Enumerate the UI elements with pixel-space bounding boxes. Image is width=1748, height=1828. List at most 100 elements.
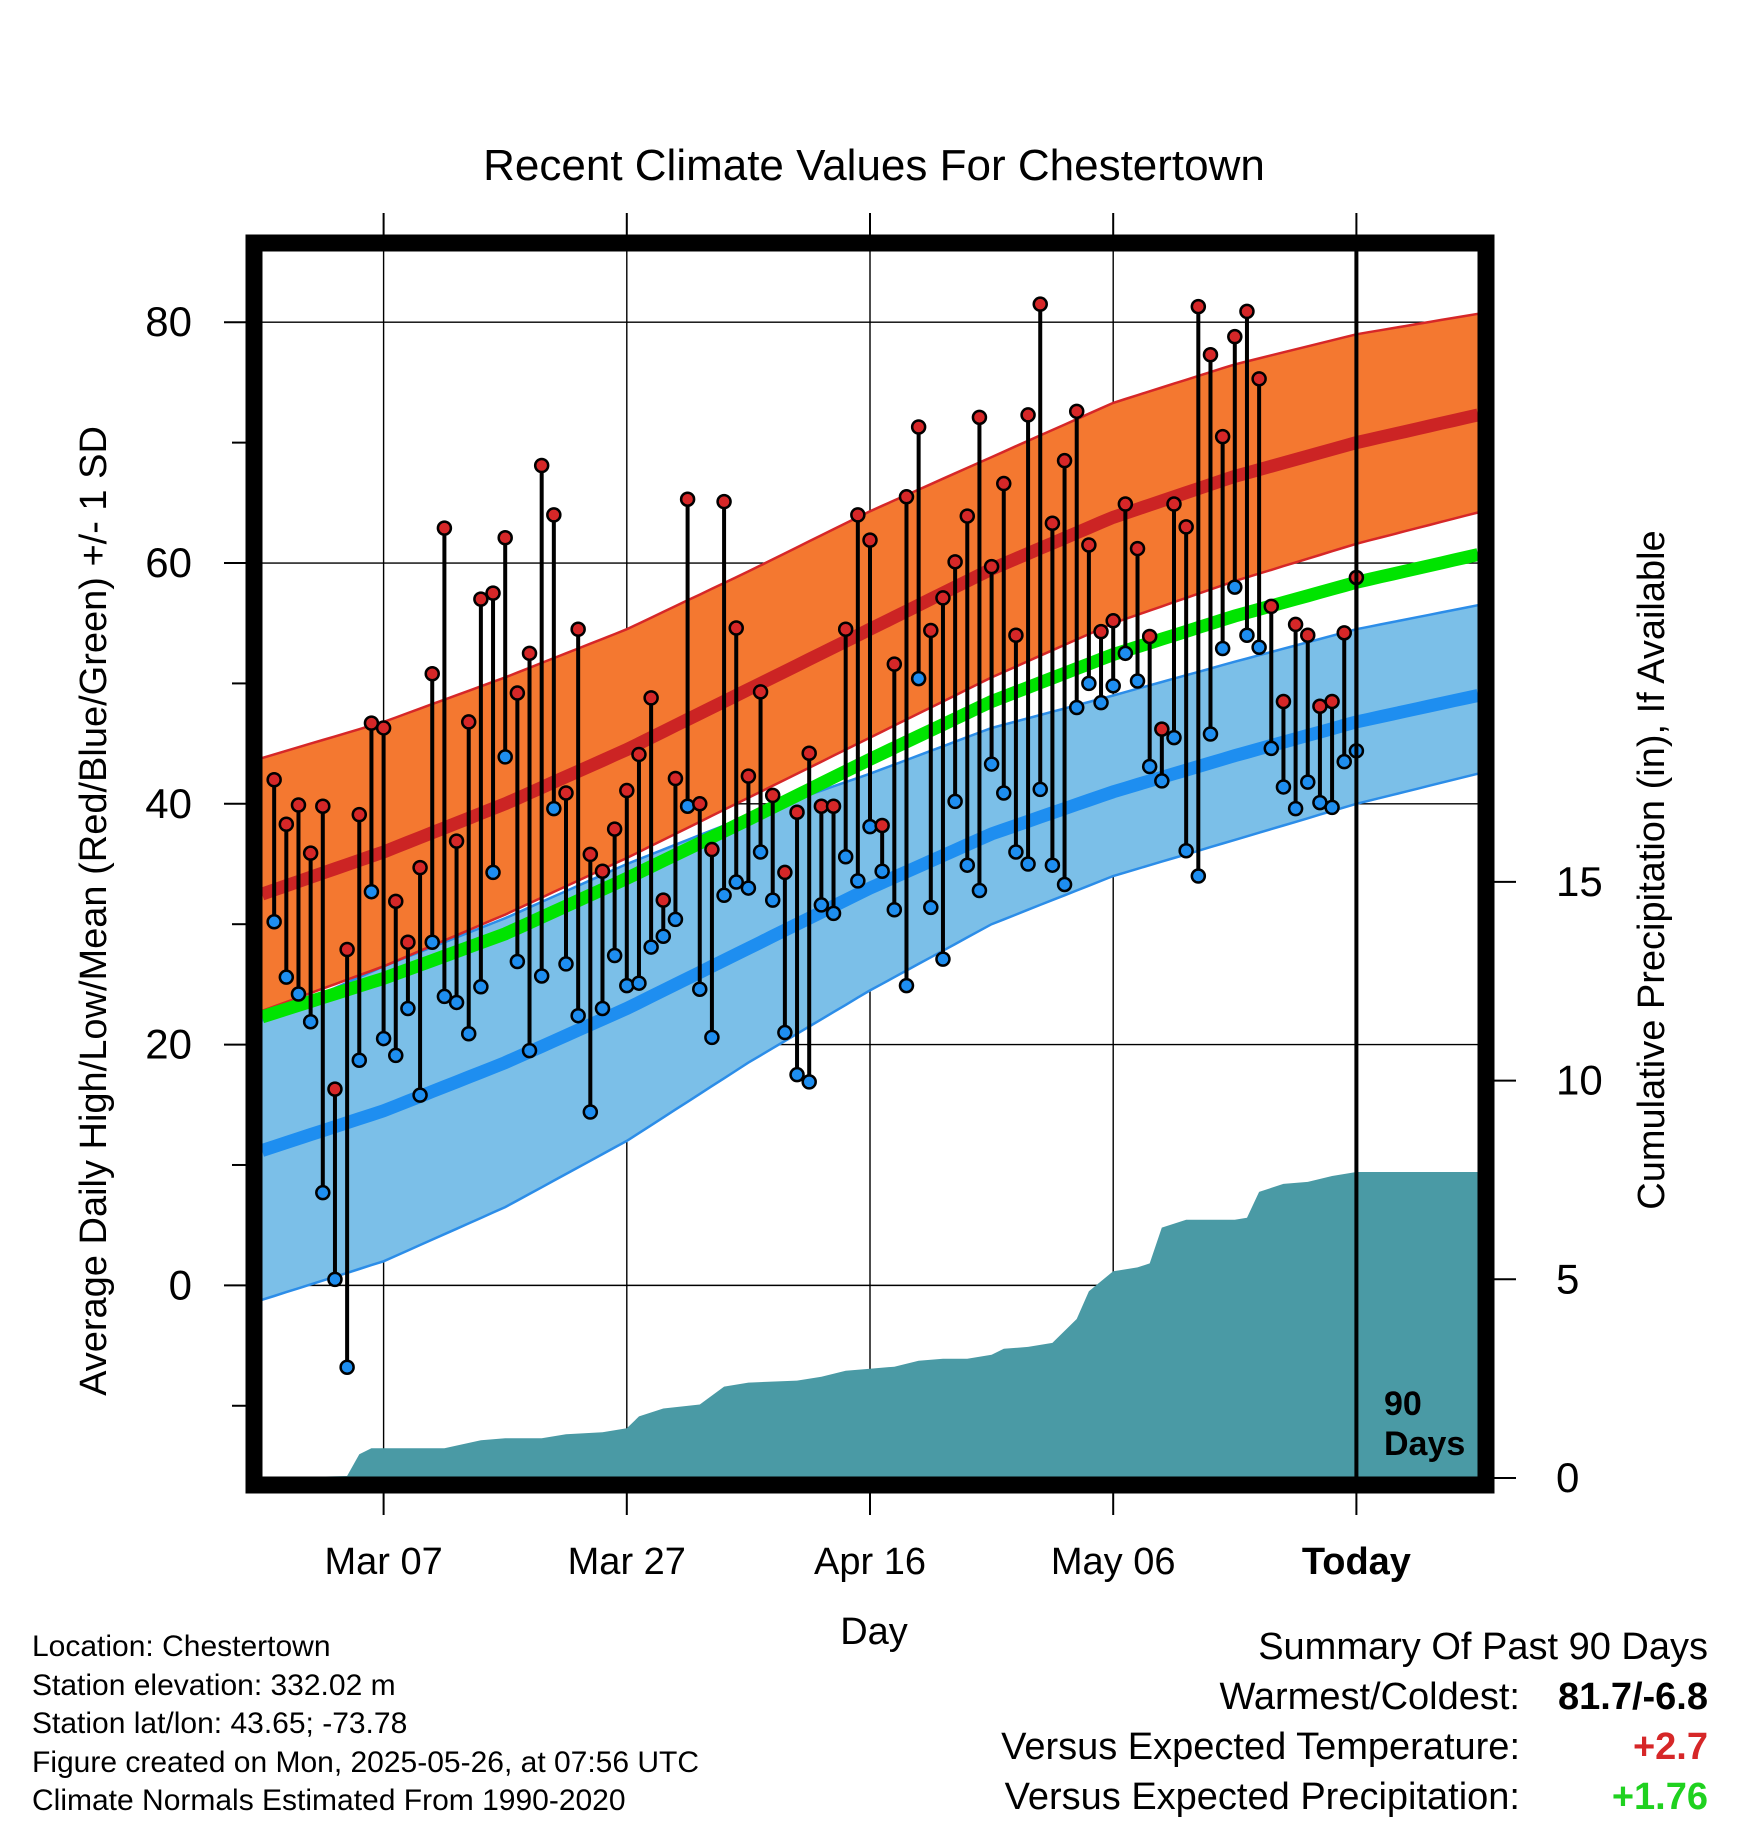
station-location: Location: Chestertown [32, 1630, 331, 1663]
daily-low-point [898, 977, 915, 994]
daily-low-point [302, 1013, 319, 1030]
daily-high-point [935, 590, 951, 606]
station-latlon: Station lat/lon: 43.65; -73.78 [32, 1707, 408, 1740]
x-tick-label: Mar 07 [324, 1541, 442, 1583]
station-info: Location: Chestertown Station elevation:… [32, 1628, 699, 1821]
y-right-tick-label: 0 [1556, 1454, 1579, 1501]
daily-high-point [606, 821, 623, 837]
daily-high-point [400, 934, 416, 951]
daily-low-point [1008, 844, 1024, 860]
daily-high-point [327, 1081, 343, 1097]
daily-high-point [1008, 627, 1024, 644]
daily-high-point [752, 684, 769, 700]
daily-high-point [837, 621, 854, 637]
daily-low-point [1263, 740, 1280, 757]
daily-high-point [1068, 403, 1085, 420]
daily-low-point [971, 882, 988, 899]
daily-low-point [570, 1007, 586, 1024]
daily-low-point [315, 1184, 331, 1201]
daily-low-point [1336, 753, 1352, 770]
daily-low-point [850, 873, 866, 889]
daily-low-point [1166, 729, 1182, 746]
today-days-label: 90 [1384, 1385, 1422, 1423]
daily-low-point [1105, 678, 1121, 694]
daily-high-point [1093, 623, 1109, 640]
daily-low-point [1056, 876, 1073, 893]
daily-low-point [1178, 843, 1194, 859]
daily-low-point [740, 880, 757, 896]
daily-high-point [728, 620, 744, 636]
daily-high-point [424, 666, 440, 682]
daily-high-point [521, 645, 538, 662]
x-tick-label: Apr 16 [814, 1541, 926, 1583]
daily-high-point [910, 419, 927, 435]
summary-panel: Summary Of Past 90 Days Warmest/Coldest:… [1001, 1622, 1708, 1822]
daily-high-point [619, 782, 635, 799]
daily-observations [266, 296, 1365, 1375]
daily-high-point [764, 787, 781, 804]
x-tick-label: Today [1302, 1541, 1411, 1583]
daily-high-point [594, 863, 611, 879]
daily-low-point [606, 947, 623, 964]
daily-low-point [1275, 779, 1292, 795]
daily-low-point [935, 951, 951, 967]
y-left-tick-label: 20 [145, 1021, 192, 1068]
figure-created: Figure created on Mon, 2025-05-26, at 07… [32, 1745, 700, 1779]
daily-high-point [1020, 407, 1036, 423]
y-right-tick-label: 10 [1556, 1057, 1603, 1104]
daily-low-point [436, 988, 453, 1005]
daily-low-point [412, 1087, 428, 1103]
warmest-coldest-value: 81.7/-6.8 [1558, 1676, 1708, 1718]
daily-low-point [1202, 726, 1219, 742]
daily-low-point [1239, 627, 1255, 644]
daily-low-point [679, 798, 696, 814]
daily-high-point [473, 591, 489, 607]
daily-high-point [1251, 371, 1267, 387]
daily-low-point [278, 969, 295, 985]
daily-high-point [886, 656, 903, 672]
daily-low-point [631, 975, 647, 991]
daily-high-point [412, 859, 428, 876]
daily-low-point [947, 793, 963, 810]
daily-high-point [862, 532, 878, 548]
daily-high-point [1154, 721, 1170, 737]
daily-high-point [789, 804, 805, 820]
daily-low-point [558, 956, 574, 972]
daily-low-point [692, 981, 708, 997]
daily-low-point [363, 883, 380, 900]
daily-high-point [266, 771, 282, 788]
daily-high-point [1141, 628, 1158, 645]
daily-low-point [1300, 774, 1316, 790]
daily-low-point [473, 979, 489, 995]
daily-high-point [351, 806, 368, 823]
daily-low-point [327, 1271, 343, 1288]
y-right-axis-title: Cumulative Precipitation (in), If Availa… [1631, 530, 1673, 1209]
daily-high-point [898, 489, 915, 505]
temp-anomaly-value: +2.7 [1632, 1726, 1708, 1768]
daily-high-point [460, 714, 477, 730]
daily-low-point [460, 1026, 477, 1042]
daily-low-point [1141, 758, 1158, 775]
daily-high-point [1105, 613, 1121, 629]
low-band-lower-edge [261, 772, 1479, 1301]
daily-high-point [959, 508, 976, 524]
precipitation-area [262, 1172, 1478, 1478]
daily-low-point [290, 986, 307, 1002]
daily-high-point [1214, 428, 1231, 445]
daily-low-point [643, 939, 659, 955]
daily-high-point [1300, 627, 1316, 644]
daily-high-point [1239, 303, 1255, 320]
daily-high-point [692, 796, 708, 812]
plot-frame [245, 234, 1495, 1494]
daily-low-point [1129, 673, 1146, 689]
daily-low-point [582, 1104, 599, 1120]
daily-low-point [351, 1052, 368, 1068]
daily-low-point [1287, 800, 1304, 817]
y-left-tick-label: 40 [145, 780, 192, 827]
daily-low-point [1324, 799, 1340, 816]
daily-low-point [764, 892, 781, 908]
daily-low-point [886, 901, 903, 918]
daily-high-point [850, 507, 866, 523]
daily-high-point [740, 768, 757, 784]
